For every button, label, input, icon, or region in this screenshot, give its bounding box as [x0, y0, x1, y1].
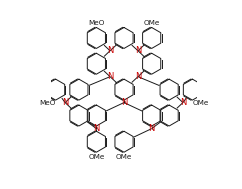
- Text: N: N: [107, 72, 113, 81]
- Text: OMe: OMe: [88, 154, 105, 160]
- Text: OMe: OMe: [144, 20, 160, 26]
- Text: MeO: MeO: [39, 100, 56, 106]
- Text: N: N: [135, 72, 141, 81]
- Text: N: N: [149, 124, 155, 133]
- Text: MeO: MeO: [88, 20, 105, 26]
- Text: OMe: OMe: [116, 154, 132, 160]
- Text: N: N: [107, 46, 113, 55]
- Text: N: N: [93, 124, 99, 133]
- Text: N: N: [62, 98, 68, 107]
- Text: OMe: OMe: [192, 100, 209, 106]
- Text: N: N: [135, 46, 141, 55]
- Text: N: N: [180, 98, 186, 107]
- Text: N: N: [121, 98, 127, 107]
